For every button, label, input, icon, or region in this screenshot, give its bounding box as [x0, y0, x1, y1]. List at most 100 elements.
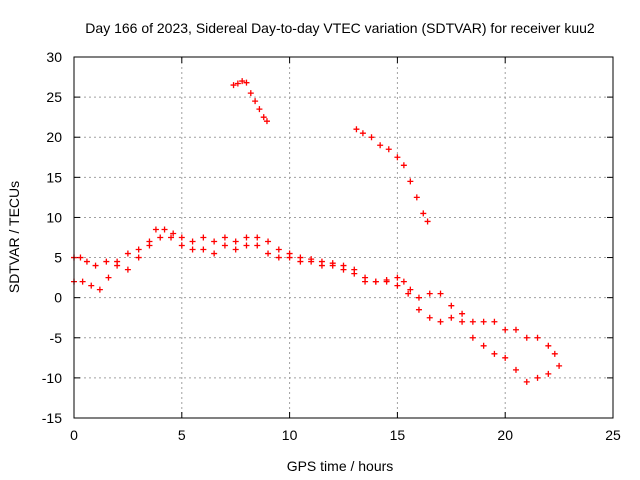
data-point	[135, 246, 142, 253]
data-point	[178, 234, 185, 241]
data-point	[340, 266, 347, 273]
x-tick-label: 5	[178, 427, 186, 443]
data-point	[480, 318, 487, 325]
data-point	[413, 194, 420, 201]
data-point	[168, 234, 175, 241]
data-point	[232, 238, 239, 245]
data-point	[551, 350, 558, 357]
data-point	[256, 106, 263, 113]
data-point	[79, 278, 86, 285]
x-tick-label: 20	[497, 427, 513, 443]
data-point	[437, 290, 444, 297]
data-point	[221, 234, 228, 241]
data-point	[377, 142, 384, 149]
series-lower-band	[71, 234, 563, 385]
y-axis-label: SDTVAR / TECUs	[6, 181, 22, 293]
y-tick-label: 0	[54, 290, 62, 306]
y-tick-label: 20	[46, 129, 62, 145]
data-point	[252, 98, 259, 105]
x-axis-label: GPS time / hours	[287, 458, 394, 474]
data-point	[502, 354, 509, 361]
data-point	[545, 342, 552, 349]
data-point	[383, 278, 390, 285]
series-segment-b	[353, 126, 431, 225]
data-point	[146, 242, 153, 249]
data-point	[254, 242, 261, 249]
x-tick-label: 15	[390, 427, 406, 443]
data-point	[534, 334, 541, 341]
data-point	[152, 226, 159, 233]
data-point	[114, 262, 121, 269]
series-main-band	[71, 226, 558, 357]
y-tick-label: -15	[42, 410, 62, 426]
data-point	[124, 250, 131, 257]
data-point	[372, 278, 379, 285]
data-point	[178, 242, 185, 249]
data-layer	[71, 78, 563, 385]
data-point	[83, 258, 90, 265]
data-point	[469, 318, 476, 325]
y-tick-label: -5	[50, 330, 63, 346]
data-point	[415, 306, 422, 313]
y-tick-label: 25	[46, 89, 62, 105]
data-point	[523, 334, 530, 341]
data-point	[318, 262, 325, 269]
data-point	[157, 234, 164, 241]
data-point	[232, 246, 239, 253]
data-point	[512, 326, 519, 333]
data-point	[243, 79, 250, 86]
y-tick-label: -10	[42, 370, 62, 386]
data-point	[170, 230, 177, 237]
data-point	[308, 258, 315, 265]
data-point	[420, 210, 427, 217]
ticks: 0 5 10 15 20 25 -15 -10 -5 0 5 10 15 20 25 30	[42, 49, 621, 443]
data-point	[448, 302, 455, 309]
data-point	[243, 242, 250, 249]
data-point	[368, 134, 375, 141]
data-point	[545, 370, 552, 377]
data-point	[448, 314, 455, 321]
y-tick-label: 30	[46, 49, 62, 65]
data-point	[247, 90, 254, 97]
data-point	[211, 250, 218, 257]
data-point	[275, 246, 282, 253]
data-point	[200, 246, 207, 253]
data-point	[459, 310, 466, 317]
y-tick-label: 10	[46, 209, 62, 225]
data-point	[239, 78, 246, 85]
data-point	[234, 80, 241, 87]
data-point	[359, 130, 366, 137]
data-point	[200, 234, 207, 241]
data-point	[286, 254, 293, 261]
x-tick-label: 0	[70, 427, 78, 443]
data-point	[135, 254, 142, 261]
data-point	[426, 314, 433, 321]
data-point	[96, 286, 103, 293]
data-point	[92, 262, 99, 269]
data-point	[407, 286, 414, 293]
data-point	[254, 234, 261, 241]
data-point	[394, 154, 401, 161]
data-point	[385, 146, 392, 153]
data-point	[161, 226, 168, 233]
data-point	[534, 374, 541, 381]
x-tick-label: 25	[605, 427, 621, 443]
y-tick-label: 15	[46, 169, 62, 185]
data-point	[415, 294, 422, 301]
data-point	[523, 378, 530, 385]
data-point	[426, 290, 433, 297]
data-point	[243, 234, 250, 241]
data-point	[407, 178, 414, 185]
data-point	[491, 350, 498, 357]
data-point	[230, 82, 237, 89]
data-point	[405, 290, 412, 297]
data-point	[491, 318, 498, 325]
data-point	[329, 262, 336, 269]
data-point	[394, 282, 401, 289]
data-point	[211, 238, 218, 245]
data-point	[77, 254, 84, 261]
data-point	[265, 238, 272, 245]
data-point	[437, 318, 444, 325]
data-point	[512, 366, 519, 373]
